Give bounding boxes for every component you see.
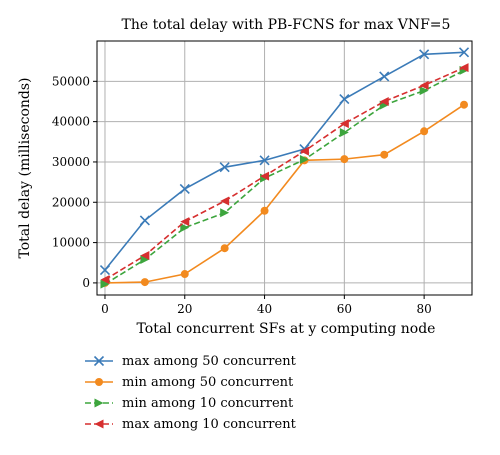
data-point — [220, 244, 229, 253]
data-point — [259, 155, 270, 166]
data-point — [460, 100, 469, 109]
data-point — [100, 279, 110, 289]
legend-item: min among 50 concurrent — [85, 375, 294, 390]
data-point — [180, 270, 189, 279]
legend-item: max among 10 concurrent — [85, 417, 297, 432]
marker-stroke — [219, 162, 230, 173]
data-point — [299, 155, 309, 165]
data-point — [139, 215, 150, 226]
data-point — [380, 150, 389, 159]
legend-item: min among 10 concurrent — [85, 396, 294, 411]
legend-marker — [94, 398, 104, 408]
marker-stroke — [99, 264, 111, 276]
x-tick-label: 40 — [257, 302, 272, 316]
series-3 — [100, 65, 469, 289]
y-tick-label: 30000 — [52, 155, 90, 169]
data-point — [219, 162, 230, 173]
legend-label: min among 10 concurrent — [122, 396, 294, 411]
grid-lines — [97, 41, 472, 295]
data-point — [339, 119, 349, 129]
x-tick-label: 0 — [101, 302, 109, 316]
data-point — [140, 278, 149, 287]
legend-marker — [94, 419, 104, 429]
data-point — [180, 217, 190, 227]
plot-area-frame — [96, 40, 473, 296]
marker-stroke — [419, 49, 430, 60]
tick-labels: 0 20 40 60 80 0 10000 20000 30000 40000 50000 — [52, 74, 432, 316]
marker-stroke — [179, 183, 190, 195]
data-point — [379, 96, 389, 106]
x-axis-label: Total concurrent SFs at y computing node — [137, 321, 436, 337]
data-point — [419, 86, 429, 96]
series-line — [104, 69, 465, 285]
marker-stroke — [139, 215, 150, 226]
data-point — [458, 47, 470, 58]
y-tick-label: 40000 — [52, 115, 90, 129]
data-point — [180, 223, 190, 233]
y-tick-label: 20000 — [52, 195, 90, 209]
data-point — [140, 255, 150, 265]
series-4 — [100, 63, 469, 285]
data-point — [339, 93, 350, 105]
data-point — [379, 71, 390, 82]
legend-label: min among 50 concurrent — [122, 375, 294, 390]
legend: max among 50 concurrent min among 50 conc… — [85, 354, 297, 432]
data-point — [260, 171, 270, 181]
marker-stroke — [379, 71, 390, 82]
series-layer — [99, 47, 470, 289]
x-tick-label: 60 — [337, 302, 352, 316]
series-line — [104, 104, 465, 284]
legend-item: max among 50 concurrent — [85, 354, 297, 369]
y-tick-label: 50000 — [52, 74, 90, 88]
data-point — [220, 208, 230, 218]
data-point — [459, 63, 469, 73]
marker-stroke — [458, 47, 470, 58]
x-tick-label: 80 — [416, 302, 431, 316]
series-2 — [100, 100, 469, 287]
marker-stroke — [259, 155, 270, 166]
data-point — [340, 155, 349, 164]
data-point — [339, 128, 349, 138]
marker-stroke — [339, 93, 350, 105]
data-point — [179, 183, 190, 195]
marker-stroke — [93, 355, 105, 367]
data-point — [420, 127, 429, 136]
legend-label: max among 10 concurrent — [122, 417, 297, 432]
data-point — [220, 196, 230, 206]
series-line — [104, 51, 465, 271]
x-tick-label: 20 — [177, 302, 192, 316]
data-point — [99, 264, 111, 276]
y-tick-label: 10000 — [52, 236, 90, 250]
legend-marker — [95, 378, 103, 386]
legend-marker — [93, 355, 105, 367]
data-point — [100, 275, 110, 285]
series-line — [104, 66, 465, 281]
chart-title: The total delay with PB-FCNS for max VNF… — [122, 17, 451, 33]
y-axis-label: Total delay (milliseconds) — [17, 77, 33, 258]
data-point — [299, 146, 309, 156]
legend-label: max among 50 concurrent — [122, 354, 297, 369]
data-point — [419, 49, 430, 60]
data-point — [140, 250, 150, 260]
y-tick-label: 0 — [82, 276, 90, 290]
data-point — [419, 80, 429, 90]
data-point — [260, 206, 269, 215]
